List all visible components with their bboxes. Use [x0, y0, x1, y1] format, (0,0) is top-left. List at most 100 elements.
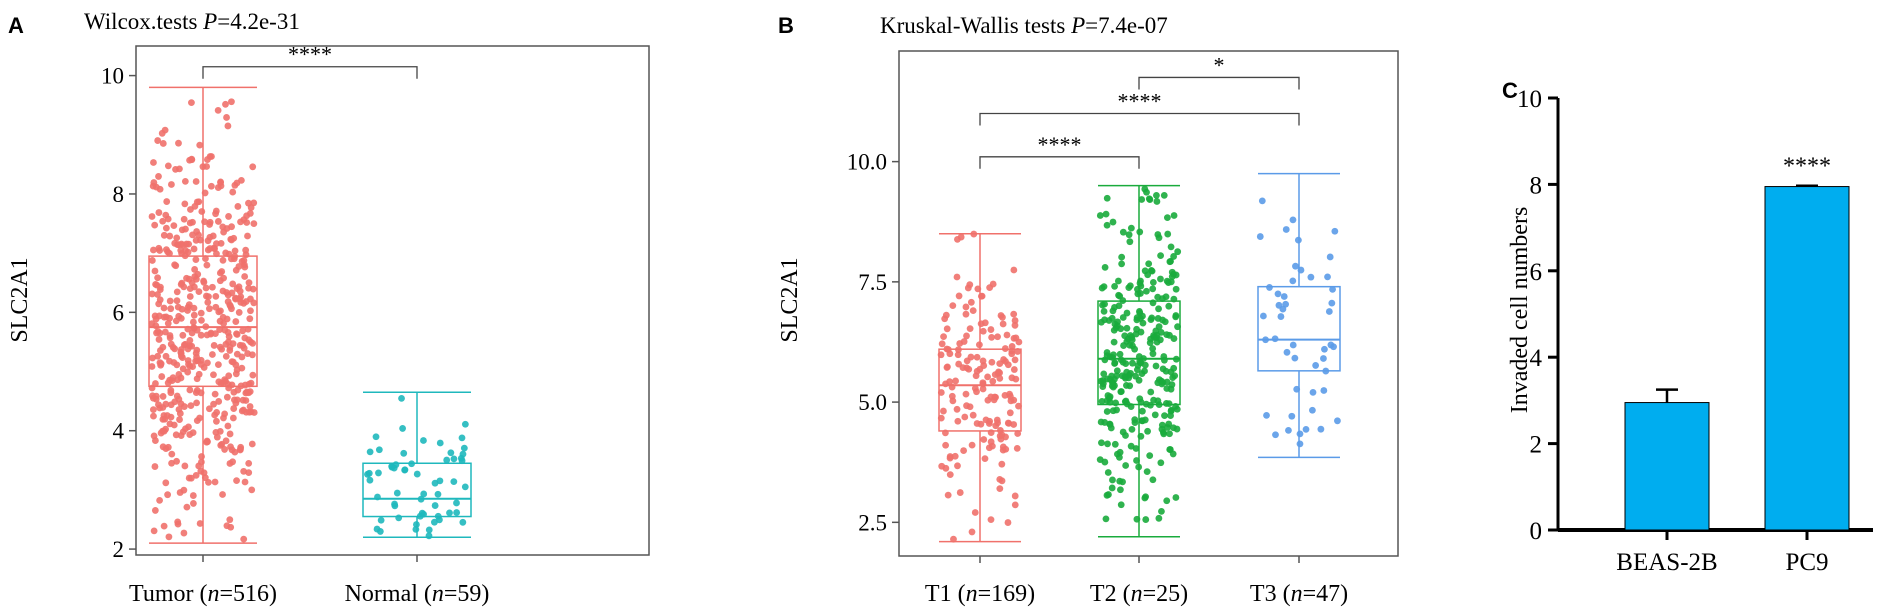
- data-point: [221, 446, 228, 453]
- data-point: [247, 379, 255, 387]
- data-point: [946, 350, 954, 358]
- data-point: [223, 393, 231, 401]
- data-point: [1108, 484, 1116, 492]
- data-point: [1258, 197, 1266, 205]
- data-point: [950, 535, 957, 543]
- data-point: [214, 184, 222, 191]
- data-point: [172, 317, 180, 325]
- title-p-symbol: P: [1070, 13, 1085, 38]
- data-point: [1000, 356, 1007, 363]
- data-point: [1167, 407, 1175, 415]
- data-point: [941, 429, 949, 437]
- data-point: [152, 315, 160, 323]
- data-point: [1112, 399, 1120, 407]
- data-point: [1004, 519, 1012, 526]
- panel-a-y-axis-label: SLC2A1: [7, 257, 33, 342]
- data-point: [162, 211, 170, 219]
- data-point: [399, 425, 407, 432]
- data-point: [191, 273, 199, 280]
- y-tick-label: 2.5: [858, 510, 887, 535]
- data-point: [996, 475, 1004, 483]
- data-point: [187, 402, 195, 410]
- data-point: [395, 514, 403, 522]
- y-tick-label: 4: [113, 419, 125, 444]
- data-point: [1288, 412, 1296, 420]
- data-point: [192, 178, 200, 185]
- data-point: [960, 447, 968, 454]
- data-point: [234, 203, 242, 210]
- data-point: [245, 469, 253, 477]
- data-point: [189, 318, 197, 326]
- data-point: [177, 247, 185, 254]
- x-tick-label: Tumor (n=516): [129, 581, 277, 607]
- data-point: [152, 392, 160, 400]
- data-point: [173, 234, 181, 242]
- data-point: [1101, 263, 1109, 271]
- data-point: [988, 358, 996, 366]
- data-point: [241, 478, 249, 486]
- data-point: [1147, 388, 1155, 396]
- data-point: [248, 486, 256, 494]
- data-point: [434, 490, 442, 498]
- panel-b: B Kruskal-Wallis tests P=7.4e-07 SLC2A1 …: [777, 13, 1399, 607]
- data-point: [233, 350, 241, 358]
- data-point: [220, 414, 227, 422]
- data-point: [1100, 370, 1108, 378]
- data-point: [1103, 349, 1111, 356]
- data-point: [1116, 350, 1124, 358]
- data-point: [160, 427, 168, 435]
- data-point: [1153, 191, 1160, 199]
- panel-b-x-labels: T1 (n=169) T2 (n=25) T3 (n=47): [925, 556, 1348, 607]
- data-point: [214, 361, 222, 369]
- data-point: [1256, 233, 1264, 240]
- data-point: [391, 502, 399, 510]
- data-point: [231, 247, 239, 255]
- data-point: [946, 453, 954, 460]
- data-point: [226, 460, 234, 467]
- data-point: [1138, 407, 1146, 415]
- data-point: [937, 414, 945, 422]
- data-point: [1259, 312, 1267, 320]
- data-point: [366, 476, 374, 484]
- data-point: [1119, 478, 1126, 486]
- data-point: [1127, 224, 1135, 232]
- data-point: [240, 299, 248, 307]
- data-point: [177, 348, 185, 356]
- data-point: [234, 386, 242, 394]
- data-point: [1104, 469, 1112, 476]
- data-point: [1007, 397, 1015, 405]
- data-point: [461, 420, 469, 428]
- data-point: [173, 288, 181, 296]
- data-point: [458, 434, 466, 442]
- data-point: [460, 444, 468, 452]
- data-point: [1321, 345, 1328, 353]
- data-point: [980, 436, 988, 443]
- data-point: [166, 357, 173, 365]
- panel-b-title: Kruskal-Wallis tests P=7.4e-07: [880, 13, 1168, 38]
- data-point: [1001, 345, 1009, 352]
- data-point: [1145, 195, 1153, 203]
- data-point: [1103, 408, 1111, 415]
- data-point: [1163, 277, 1171, 285]
- data-point: [1109, 407, 1117, 415]
- data-point: [226, 343, 234, 351]
- data-point: [1143, 287, 1150, 295]
- data-point: [1098, 397, 1106, 405]
- data-point: [417, 495, 425, 503]
- data-point: [193, 417, 201, 425]
- data-point: [1006, 409, 1014, 417]
- data-point: [1266, 284, 1273, 291]
- y-tick-label: 8: [1530, 172, 1543, 199]
- data-point: [1147, 267, 1155, 274]
- data-point: [241, 263, 249, 271]
- box-iqr: [148, 255, 258, 388]
- data-point: [226, 301, 234, 309]
- data-point: [401, 466, 409, 474]
- data-point: [231, 448, 239, 456]
- data-point: [1151, 411, 1159, 419]
- data-point: [1159, 316, 1166, 324]
- data-point: [1135, 463, 1143, 471]
- data-point: [155, 173, 162, 180]
- data-point: [1128, 425, 1136, 433]
